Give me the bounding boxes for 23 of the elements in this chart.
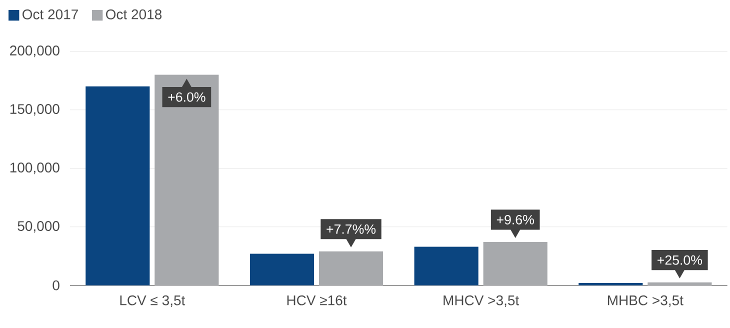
annotation: +25.0%: [658, 255, 702, 265]
y-tick-label: 200,000: [10, 46, 60, 58]
bar: [578, 282, 643, 286]
bar: [318, 251, 384, 286]
x-tick-label: LCV ≤ 3,5t: [120, 295, 186, 307]
legend-label: Oct 2017: [22, 9, 78, 20]
bar: [483, 242, 548, 286]
bar: [154, 74, 219, 286]
bar: [648, 282, 712, 286]
x-tick-label: HCV ≥16t: [287, 295, 347, 306]
bar: [414, 246, 478, 286]
annotation: +7.7%%: [326, 224, 376, 234]
y-tick-label: 0: [52, 280, 60, 290]
legend-label: Oct 2018: [106, 9, 162, 20]
bar: [250, 254, 314, 286]
y-tick-label: 50,000: [18, 221, 60, 233]
x-tick-label: MHCV >3,5t: [444, 295, 520, 307]
annotation: +9.6%: [496, 215, 534, 224]
annotation: +6.0%: [168, 92, 206, 102]
x-tick-label: MHBC >3,5t: [608, 295, 684, 307]
bar: [86, 86, 150, 286]
y-tick-label: 150,000: [10, 104, 60, 116]
y-tick-label: 100,000: [10, 162, 60, 174]
